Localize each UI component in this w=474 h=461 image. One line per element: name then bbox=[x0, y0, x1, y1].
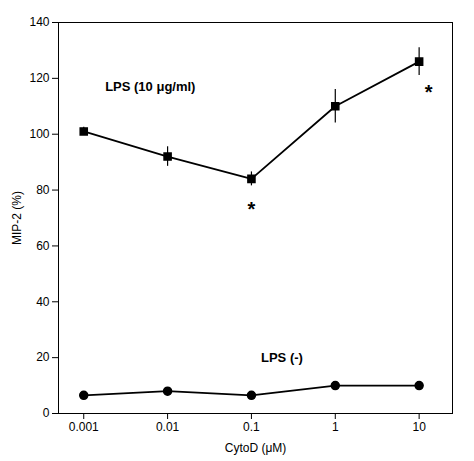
svg-text:0.001: 0.001 bbox=[69, 420, 99, 434]
svg-text:100: 100 bbox=[29, 127, 49, 141]
svg-text:140: 140 bbox=[29, 15, 49, 29]
svg-text:LPS (-): LPS (-) bbox=[261, 350, 303, 365]
svg-text:LPS (10 μg/ml): LPS (10 μg/ml) bbox=[105, 79, 195, 94]
svg-text:CytoD (μM): CytoD (μM) bbox=[225, 441, 287, 455]
svg-text:*: * bbox=[248, 198, 256, 220]
svg-text:*: * bbox=[425, 81, 433, 103]
svg-text:40: 40 bbox=[36, 295, 50, 309]
svg-text:60: 60 bbox=[36, 239, 50, 253]
svg-text:0.01: 0.01 bbox=[156, 420, 180, 434]
svg-text:20: 20 bbox=[36, 350, 50, 364]
svg-text:MIP-2 (%): MIP-2 (%) bbox=[10, 191, 24, 245]
svg-text:1: 1 bbox=[332, 420, 339, 434]
svg-text:120: 120 bbox=[29, 71, 49, 85]
svg-text:80: 80 bbox=[36, 183, 50, 197]
svg-text:0.1: 0.1 bbox=[243, 420, 260, 434]
svg-text:10: 10 bbox=[412, 420, 426, 434]
svg-text:0: 0 bbox=[43, 406, 50, 420]
